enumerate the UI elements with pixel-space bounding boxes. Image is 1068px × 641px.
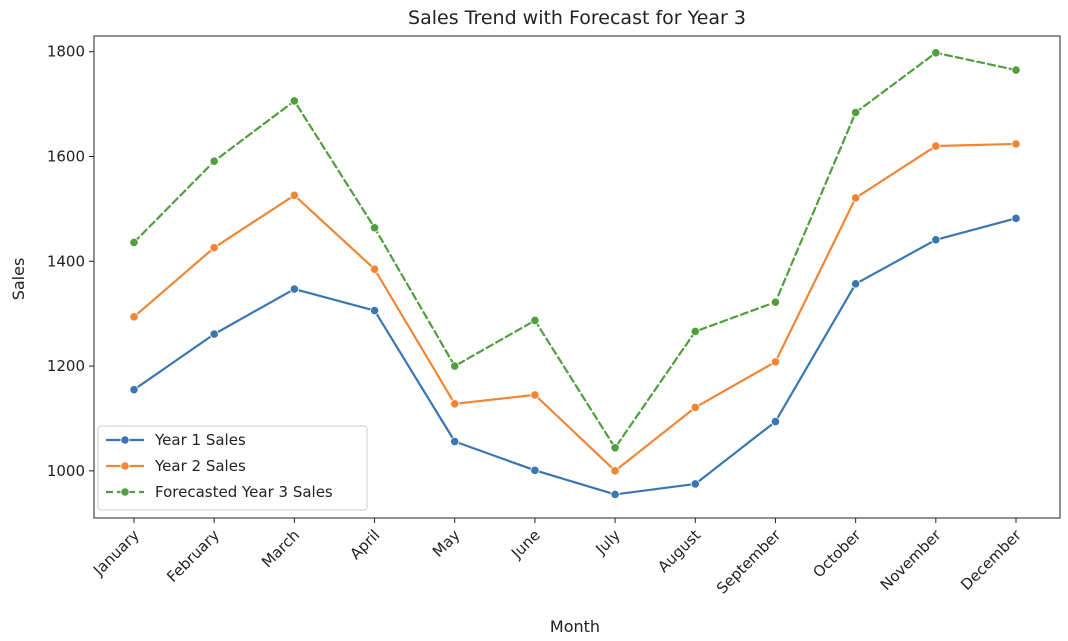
x-tick-label: April <box>346 526 383 563</box>
y-tick-label: 1000 <box>47 462 85 480</box>
series-3-point <box>931 48 941 58</box>
x-tick-label: December <box>957 526 1025 594</box>
axes: 1000 1200 1400 1600 1800 January February March… <box>47 35 1061 598</box>
x-tick-label: July <box>591 526 624 559</box>
series-1-point <box>129 385 139 395</box>
series-2-point <box>770 357 781 367</box>
series-2-point <box>690 402 700 413</box>
series-3-point <box>770 297 781 307</box>
series-2-point <box>1011 139 1021 149</box>
y-tick-label: 1400 <box>47 252 85 270</box>
chart-title: Sales Trend with Forecast for Year 3 <box>408 7 746 29</box>
series-1-point <box>530 465 540 475</box>
series-2-point <box>209 243 219 253</box>
legend-label: Year 1 Sales <box>154 431 246 449</box>
series-3-point <box>209 156 219 166</box>
plot-area <box>129 48 1021 500</box>
legend-swatch-marker <box>120 487 130 497</box>
series-3-point <box>690 326 700 337</box>
x-tick-label: November <box>877 526 945 594</box>
series-1-point <box>369 305 380 316</box>
x-tick-label: March <box>258 526 303 571</box>
series-line-3 <box>132 51 1018 449</box>
series-1-point <box>770 416 781 427</box>
series-2-point <box>931 141 941 151</box>
legend-swatch-marker <box>120 435 130 445</box>
series-2-point <box>129 312 139 322</box>
series-1-point <box>851 279 861 289</box>
x-axis-label: Month <box>550 617 600 636</box>
series-2-point <box>610 466 620 476</box>
series-line-2 <box>132 142 1018 472</box>
series-line-1 <box>132 217 1018 496</box>
series-3-point <box>369 223 380 233</box>
x-tick-label: June <box>507 526 544 563</box>
series-3-point <box>530 315 540 326</box>
x-tick-label: February <box>163 526 223 586</box>
series-3-point <box>289 96 299 106</box>
series-3-point <box>851 107 861 118</box>
x-tick-label: September <box>713 526 785 598</box>
series-2-point <box>450 399 460 409</box>
series-1-point <box>690 479 700 489</box>
y-tick-label: 1200 <box>47 357 85 375</box>
x-tick-label: January <box>89 526 143 580</box>
series-3-point <box>610 443 620 453</box>
x-tick-label: August <box>654 526 704 576</box>
series-1-point <box>610 489 620 500</box>
y-tick-label: 1600 <box>47 148 85 166</box>
legend: Year 1 Sales Year 2 Sales Forecasted Year … <box>97 425 368 511</box>
y-tick-label: 1800 <box>47 43 85 61</box>
series-3-point <box>1011 65 1021 75</box>
series-1-point <box>289 284 299 294</box>
legend-swatch-marker <box>120 461 130 471</box>
y-axis-label: Sales <box>9 258 28 301</box>
x-tick-label: May <box>429 526 464 561</box>
series-1-point <box>450 436 460 447</box>
series-1-point <box>1011 213 1021 223</box>
legend-label: Year 2 Sales <box>154 457 246 475</box>
series-2-point <box>289 190 299 200</box>
series-1-point <box>209 329 219 339</box>
legend-label: Forecasted Year 3 Sales <box>155 483 333 501</box>
series-3-point <box>129 237 139 248</box>
legend-box <box>97 425 368 511</box>
series-2-point <box>530 390 540 400</box>
plot-frame <box>93 35 1061 519</box>
series-3-point <box>450 361 460 371</box>
x-tick-label: October <box>809 526 865 582</box>
series-2-point <box>369 264 380 274</box>
series-1-point <box>931 235 941 245</box>
series-2-point <box>851 193 861 203</box>
